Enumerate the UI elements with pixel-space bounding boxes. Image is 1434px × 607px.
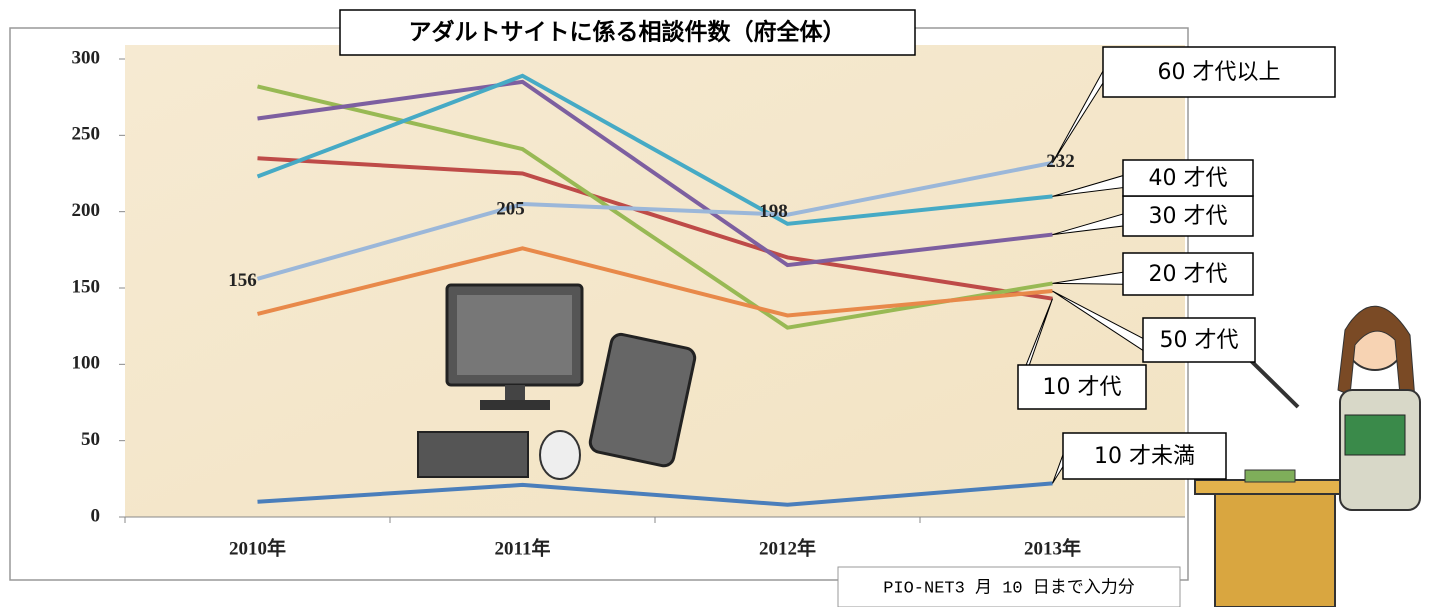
y-tick-label: 300 bbox=[72, 47, 101, 68]
chart-title: アダルトサイトに係る相談件数（府全体） bbox=[409, 19, 846, 46]
data-label: 156 bbox=[228, 270, 257, 291]
legend-label: 60 才代以上 bbox=[1158, 60, 1281, 85]
legend-label: 20 才代 bbox=[1149, 262, 1228, 287]
data-label: 205 bbox=[496, 198, 525, 219]
x-tick-label: 2013年 bbox=[1024, 536, 1081, 559]
y-tick-label: 100 bbox=[72, 353, 101, 374]
legend-label: 30 才代 bbox=[1149, 204, 1228, 229]
legend-label: 40 才代 bbox=[1149, 166, 1228, 191]
x-tick-label: 2012年 bbox=[759, 536, 816, 559]
y-tick-label: 150 bbox=[72, 276, 101, 297]
x-tick-label: 2010年 bbox=[229, 536, 286, 559]
y-tick-label: 0 bbox=[91, 505, 101, 526]
chart: アダルトサイトに係る相談件数（府全体） PIO-NET3 月 10 日まで入力分… bbox=[0, 0, 1434, 607]
y-tick-label: 50 bbox=[81, 429, 100, 450]
y-tick-label: 250 bbox=[72, 124, 101, 145]
legend-label: 50 才代 bbox=[1160, 328, 1239, 353]
x-tick-label: 2011年 bbox=[495, 536, 551, 559]
data-label: 198 bbox=[759, 201, 788, 222]
note: PIO-NET3 月 10 日まで入力分 bbox=[883, 577, 1135, 598]
legend-label: 10 才代 bbox=[1043, 375, 1122, 400]
y-tick-label: 200 bbox=[72, 200, 101, 221]
data-label: 232 bbox=[1046, 151, 1075, 172]
legend-label: 10 才未満 bbox=[1094, 444, 1195, 469]
